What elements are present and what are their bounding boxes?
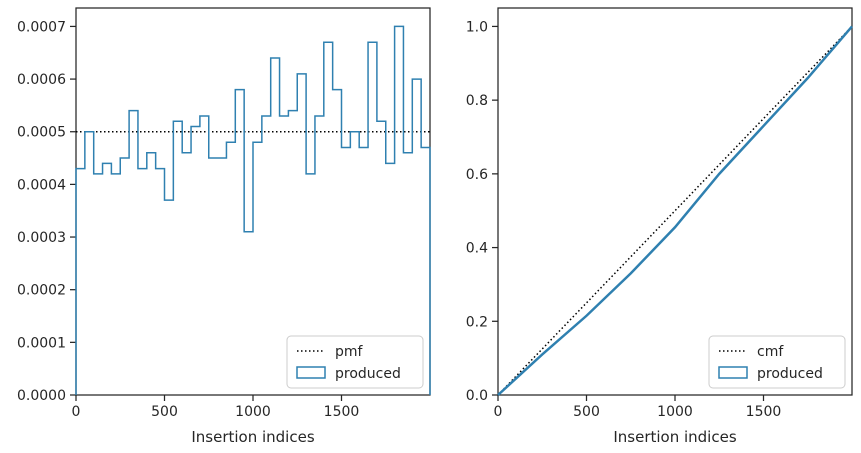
histogram-bar <box>94 174 103 395</box>
y-tick-label: 0.0004 <box>17 177 66 193</box>
histogram-bar <box>111 174 120 395</box>
y-tick-label: 0.6 <box>466 167 488 183</box>
y-tick-label: 0.0003 <box>17 230 66 246</box>
histogram-bar <box>262 116 271 395</box>
x-tick-label: 0 <box>72 404 81 420</box>
y-tick-label: 0.0007 <box>17 19 66 35</box>
legend-box <box>286 335 424 389</box>
y-tick-label: 0.0006 <box>17 72 66 88</box>
x-tick-label: 1000 <box>657 404 693 420</box>
legend: cmf produced <box>708 335 846 389</box>
histogram-bar <box>182 153 191 395</box>
histogram-bar <box>103 163 112 395</box>
histogram-bar <box>156 169 165 395</box>
x-tick-label: 500 <box>573 404 600 420</box>
histogram-bar <box>165 200 174 395</box>
legend-label: pmf <box>335 344 364 360</box>
histogram-bar <box>147 153 156 395</box>
histogram-bar <box>271 58 280 395</box>
y-tick-label: 0.0001 <box>17 335 66 351</box>
histogram-bar <box>218 158 227 395</box>
histogram-bar <box>226 142 235 395</box>
histogram-bar <box>138 169 147 395</box>
x-axis-label: Insertion indices <box>613 428 736 446</box>
histogram-bar <box>209 158 218 395</box>
histogram-bar <box>253 142 262 395</box>
histogram-bar <box>76 169 85 395</box>
legend-label: cmf <box>757 344 784 360</box>
histogram-bar <box>120 158 129 395</box>
histogram-bar <box>235 90 244 395</box>
legend-swatch-produced <box>296 366 326 379</box>
x-tick-label: 1500 <box>746 404 782 420</box>
histogram-bar <box>173 121 182 395</box>
legend-box <box>708 335 846 389</box>
y-tick-label: 0.0005 <box>17 125 66 141</box>
histogram-bar <box>244 232 253 395</box>
left-panel: 0 500 1000 1500 0.0000 0.0001 0.0002 0.0003 0.00… <box>17 7 431 446</box>
x-tick-label: 1000 <box>235 404 271 420</box>
legend-swatch-produced <box>718 366 748 379</box>
histogram-bar <box>129 111 138 395</box>
x-tick-label: 1500 <box>324 404 360 420</box>
y-tick-label: 0.8 <box>466 93 488 109</box>
histogram-bar <box>200 116 209 395</box>
legend: pmf produced <box>286 335 424 389</box>
x-axis-label: Insertion indices <box>191 428 314 446</box>
y-tick-label: 0.0000 <box>17 388 66 404</box>
histogram-bar <box>191 126 200 395</box>
series-produced-histogram <box>75 25 431 395</box>
y-tick-label: 0.0 <box>466 388 488 404</box>
legend-label: produced <box>757 366 823 382</box>
right-panel: 0 500 1000 1500 0.0 0.2 0.4 0.6 0.8 1.0 Insertion … <box>466 7 853 446</box>
y-tick-label: 1.0 <box>466 19 488 35</box>
y-tick-label: 0.2 <box>466 314 488 330</box>
x-tick-label: 0 <box>494 404 503 420</box>
y-tick-label: 0.0002 <box>17 283 66 299</box>
y-tick-label: 0.4 <box>466 241 488 257</box>
series-cmf-line <box>497 25 853 396</box>
legend-label: produced <box>335 366 401 382</box>
x-tick-label: 500 <box>151 404 178 420</box>
histogram-bar <box>85 132 94 395</box>
